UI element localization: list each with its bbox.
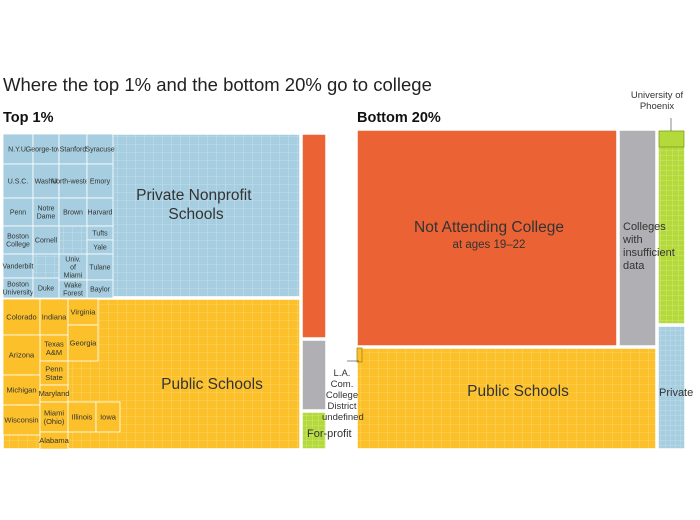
block-university-of-phoenix — [658, 130, 685, 148]
school-label-private-10: Brown — [63, 209, 83, 216]
school-label-public-8: Maryland — [39, 389, 70, 398]
block-for-profit-bottom — [657, 129, 686, 325]
block-private-bottom — [657, 325, 686, 450]
school-cell-private-13 — [32, 225, 60, 255]
school-cell-private-22 — [86, 279, 114, 299]
school-cell-private-7 — [86, 163, 114, 199]
group-label-public-schools-bottom: Public Schools — [467, 383, 569, 400]
school-cell-private-0 — [2, 133, 34, 165]
panel-label-bottom-20-percent: Bottom 20% — [357, 110, 441, 126]
school-label-private-21: Wake Forest — [63, 282, 83, 297]
block-for-profit — [301, 411, 327, 450]
school-label-private-13: Cornell — [35, 237, 58, 244]
school-label-private-14: Tufts — [92, 230, 108, 237]
school-label-public-7: Michigan — [6, 386, 36, 395]
school-cell-private-16 — [2, 253, 34, 279]
school-label-private-12: Boston College — [6, 233, 30, 248]
school-label-public-4: Georgia — [70, 339, 98, 348]
school-cell-private-3 — [86, 133, 114, 165]
panel-bottom-20-percent: Not Attending College at ages 19–22 Coll… — [347, 118, 693, 450]
school-label-private-18: Tulane — [89, 264, 110, 271]
school-label-private-0: N.Y.U. — [8, 146, 28, 153]
school-label-private-11: Harvard — [88, 209, 113, 216]
school-cell-private-10 — [58, 197, 88, 227]
panel-label-top-1-percent: Top 1% — [3, 110, 54, 126]
school-label-public-11: Illinois — [72, 413, 93, 422]
school-label-private-5: WashU — [35, 178, 58, 185]
school-cell-public-11 — [67, 401, 97, 433]
school-label-private-6: North-western — [51, 178, 95, 185]
group-label-private-nonprofit: Private Nonprofit Schools — [136, 187, 256, 223]
school-label-public-2: Virginia — [71, 308, 97, 317]
school-label-private-20: Duke — [38, 285, 54, 292]
school-label-private-16: Vanderbilt — [2, 263, 33, 270]
block-not-attending — [301, 133, 327, 339]
school-cell-private-18 — [86, 253, 114, 281]
group-label-not-attending: Not Attending College — [414, 219, 564, 236]
group-sublabel-not-attending: at ages 19–22 — [453, 239, 526, 251]
school-label-private-4: U.S.C. — [8, 178, 29, 185]
school-label-private-22: Baylor — [90, 286, 111, 293]
school-cell-public-13 — [39, 431, 69, 450]
school-cell-private-8 — [2, 197, 34, 227]
school-cell-public-3 — [39, 334, 69, 362]
block-la-com-college — [356, 347, 363, 363]
school-label-public-1: Indiana — [42, 313, 67, 322]
school-cell-public-12 — [95, 401, 121, 433]
school-cell-private-5 — [32, 163, 60, 199]
school-cell-public-4 — [67, 324, 99, 362]
block-insufficient-data — [301, 339, 327, 411]
school-cell-public-1 — [39, 298, 69, 336]
school-label-public-0: Colorado — [6, 313, 36, 322]
school-label-public-3: Texas A&M — [44, 339, 64, 357]
group-label-public-schools-top: Public Schools — [161, 376, 263, 393]
school-label-private-7: Emory — [90, 178, 111, 185]
annotation-university-of-phoenix: University of Phoenix — [630, 90, 684, 112]
school-label-public-6: Penn State — [45, 364, 63, 382]
school-label-public-5: Arizona — [9, 351, 35, 360]
school-label-private-8: Penn — [10, 209, 26, 216]
block-public-schools-bottom — [356, 347, 657, 450]
block-not-attending-college — [356, 129, 618, 347]
block-colleges-insufficient-data — [618, 129, 657, 347]
annotation-la-com-college: L.A. Com. College District undefined — [322, 368, 364, 423]
school-label-private-19: Boston University — [3, 281, 34, 296]
school-label-private-2: Stanford — [60, 146, 87, 153]
school-cell-public-5 — [2, 334, 41, 376]
group-label-for-profit: For-profit — [307, 428, 352, 440]
school-cell-private-11 — [86, 197, 114, 227]
school-label-private-17: Univ. of Miami — [64, 256, 83, 279]
school-label-private-15: Yale — [93, 244, 107, 251]
group-label-insufficient-data: Colleges with insufficient data — [622, 221, 678, 272]
school-cell-private-9 — [32, 197, 60, 227]
school-label-public-13: Alabama — [39, 436, 69, 445]
school-label-private-1: George-town — [26, 146, 67, 153]
group-label-private-bottom: Private — [659, 387, 693, 399]
school-cell-public-0 — [2, 298, 41, 336]
school-label-private-9: Notre Dame — [37, 205, 56, 220]
school-label-private-3: Syracuse — [85, 146, 114, 153]
school-cell-private-2 — [58, 133, 88, 165]
school-label-public-10: Miami (Ohio) — [44, 408, 65, 426]
chart-title: Where the top 1% and the bottom 20% go t… — [3, 74, 432, 95]
school-cell-public-2 — [67, 298, 99, 326]
school-label-public-12: Iowa — [100, 413, 117, 422]
school-label-public-9: Wisconsin — [4, 416, 38, 425]
